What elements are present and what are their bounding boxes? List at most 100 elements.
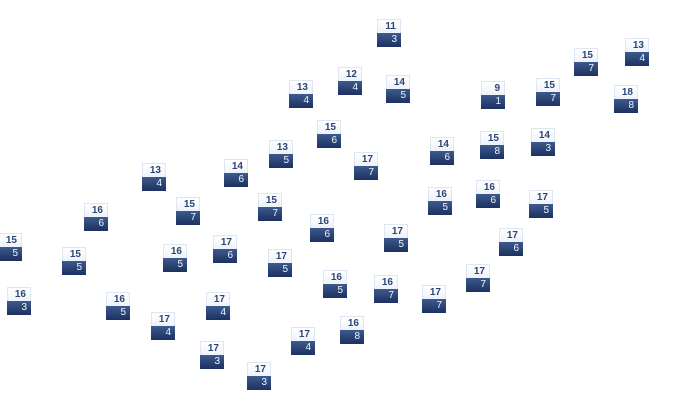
tile[interactable]: 17 5 [268, 249, 292, 277]
tile[interactable]: 15 5 [62, 247, 86, 275]
tile[interactable]: 17 3 [200, 341, 224, 369]
tile[interactable]: 17 6 [499, 228, 523, 256]
tile-bottom-value: 3 [247, 376, 271, 390]
tile-bottom-value: 1 [481, 95, 505, 109]
tile-bottom-value: 4 [206, 306, 230, 320]
tile-bottom-value: 6 [213, 249, 237, 263]
tile[interactable]: 14 6 [430, 137, 454, 165]
tile[interactable]: 16 5 [163, 244, 187, 272]
tile-bottom-value: 5 [62, 261, 86, 275]
tile[interactable]: 15 7 [574, 48, 598, 76]
tile[interactable]: 16 3 [7, 287, 31, 315]
tile[interactable]: 16 7 [374, 275, 398, 303]
tile-top-value: 17 [200, 341, 224, 355]
tile[interactable]: 15 5 [0, 233, 22, 261]
tile-top-value: 17 [206, 292, 230, 306]
tile[interactable]: 16 6 [476, 180, 500, 208]
tile-bottom-value: 3 [377, 33, 401, 47]
tile-bottom-value: 5 [386, 89, 410, 103]
tile-bottom-value: 4 [289, 94, 313, 108]
tile-bottom-value: 6 [310, 228, 334, 242]
tile-bottom-value: 5 [384, 238, 408, 252]
tile-bottom-value: 5 [269, 154, 293, 168]
tile-bottom-value: 3 [7, 301, 31, 315]
tile[interactable]: 13 4 [289, 80, 313, 108]
tile-bottom-value: 7 [374, 289, 398, 303]
tile-top-value: 17 [151, 312, 175, 326]
tile[interactable]: 17 5 [529, 190, 553, 218]
tile-top-value: 17 [499, 228, 523, 242]
tile[interactable]: 16 5 [323, 270, 347, 298]
tile[interactable]: 16 8 [340, 316, 364, 344]
tile[interactable]: 13 4 [625, 38, 649, 66]
tile-bottom-value: 5 [428, 201, 452, 215]
tile-top-value: 16 [106, 292, 130, 306]
tile-bottom-value: 4 [142, 177, 166, 191]
tile[interactable]: 16 6 [310, 214, 334, 242]
tile-bottom-value: 6 [430, 151, 454, 165]
tile-top-value: 17 [268, 249, 292, 263]
tile[interactable]: 18 8 [614, 85, 638, 113]
tile-top-value: 16 [476, 180, 500, 194]
tile-bottom-value: 7 [176, 211, 200, 225]
tile[interactable]: 13 4 [142, 163, 166, 191]
tile[interactable]: 17 4 [151, 312, 175, 340]
tile[interactable]: 16 5 [106, 292, 130, 320]
tile-top-value: 17 [291, 327, 315, 341]
tile-top-value: 15 [480, 131, 504, 145]
tile-top-value: 11 [377, 19, 401, 33]
tile[interactable]: 17 7 [466, 264, 490, 292]
tile-bottom-value: 4 [338, 81, 362, 95]
tile-bottom-value: 6 [476, 194, 500, 208]
tile[interactable]: 15 7 [536, 78, 560, 106]
tile-top-value: 18 [614, 85, 638, 99]
tile[interactable]: 17 7 [422, 285, 446, 313]
tile[interactable]: 16 5 [428, 187, 452, 215]
tile[interactable]: 17 4 [291, 327, 315, 355]
tile-bottom-value: 3 [200, 355, 224, 369]
tile[interactable]: 17 7 [354, 152, 378, 180]
tile[interactable]: 15 6 [317, 120, 341, 148]
tile-top-value: 13 [269, 140, 293, 154]
tile-bottom-value: 7 [536, 92, 560, 106]
tile[interactable]: 9 1 [481, 81, 505, 109]
tile-top-value: 15 [317, 120, 341, 134]
tile-top-value: 16 [163, 244, 187, 258]
tile[interactable]: 13 5 [269, 140, 293, 168]
tile[interactable]: 14 3 [531, 128, 555, 156]
tile-top-value: 16 [323, 270, 347, 284]
tile[interactable]: 17 4 [206, 292, 230, 320]
tile[interactable]: 12 4 [338, 67, 362, 95]
tile-top-value: 17 [213, 235, 237, 249]
tile-bottom-value: 5 [323, 284, 347, 298]
tile-top-value: 15 [0, 233, 22, 247]
tile-bottom-value: 5 [0, 247, 22, 261]
tile-bottom-value: 6 [499, 242, 523, 256]
tile[interactable]: 17 5 [384, 224, 408, 252]
tile-top-value: 17 [384, 224, 408, 238]
tile[interactable]: 11 3 [377, 19, 401, 47]
tile-top-value: 14 [531, 128, 555, 142]
tile[interactable]: 14 6 [224, 159, 248, 187]
tile-top-value: 13 [625, 38, 649, 52]
tile-top-value: 14 [430, 137, 454, 151]
tile-bottom-value: 5 [106, 306, 130, 320]
tile[interactable]: 15 7 [258, 193, 282, 221]
tile-bottom-value: 7 [574, 62, 598, 76]
tile-top-value: 14 [224, 159, 248, 173]
tile-bottom-value: 8 [480, 145, 504, 159]
tile-top-value: 17 [247, 362, 271, 376]
tile-bottom-value: 7 [422, 299, 446, 313]
tile-bottom-value: 4 [625, 52, 649, 66]
tile[interactable]: 15 7 [176, 197, 200, 225]
tile[interactable]: 14 5 [386, 75, 410, 103]
tile-bottom-value: 5 [268, 263, 292, 277]
tile-top-value: 16 [84, 203, 108, 217]
tile[interactable]: 17 3 [247, 362, 271, 390]
tile[interactable]: 15 8 [480, 131, 504, 159]
tile-top-value: 16 [7, 287, 31, 301]
tile[interactable]: 16 6 [84, 203, 108, 231]
tile[interactable]: 17 6 [213, 235, 237, 263]
tile-bottom-value: 4 [291, 341, 315, 355]
